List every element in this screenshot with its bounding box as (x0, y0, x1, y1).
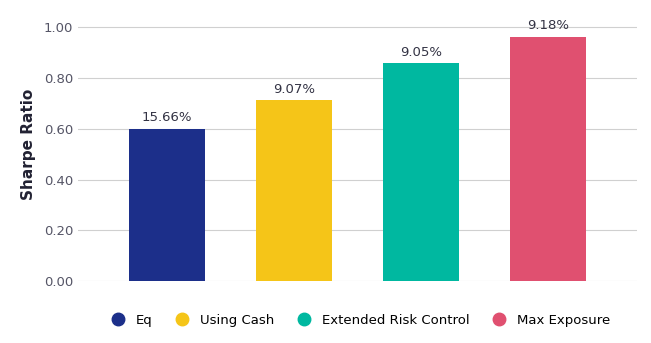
Text: 9.05%: 9.05% (400, 46, 442, 59)
Bar (129, 129, 205, 281)
Bar (510, 37, 586, 281)
Text: 9.07%: 9.07% (273, 83, 315, 96)
Legend: Eq, Using Cash, Extended Risk Control, Max Exposure: Eq, Using Cash, Extended Risk Control, M… (98, 307, 617, 333)
Text: 9.18%: 9.18% (527, 19, 569, 32)
Bar (383, 63, 459, 281)
Bar (256, 100, 332, 281)
Text: 15.66%: 15.66% (142, 111, 192, 124)
Y-axis label: Sharpe Ratio: Sharpe Ratio (21, 88, 36, 200)
